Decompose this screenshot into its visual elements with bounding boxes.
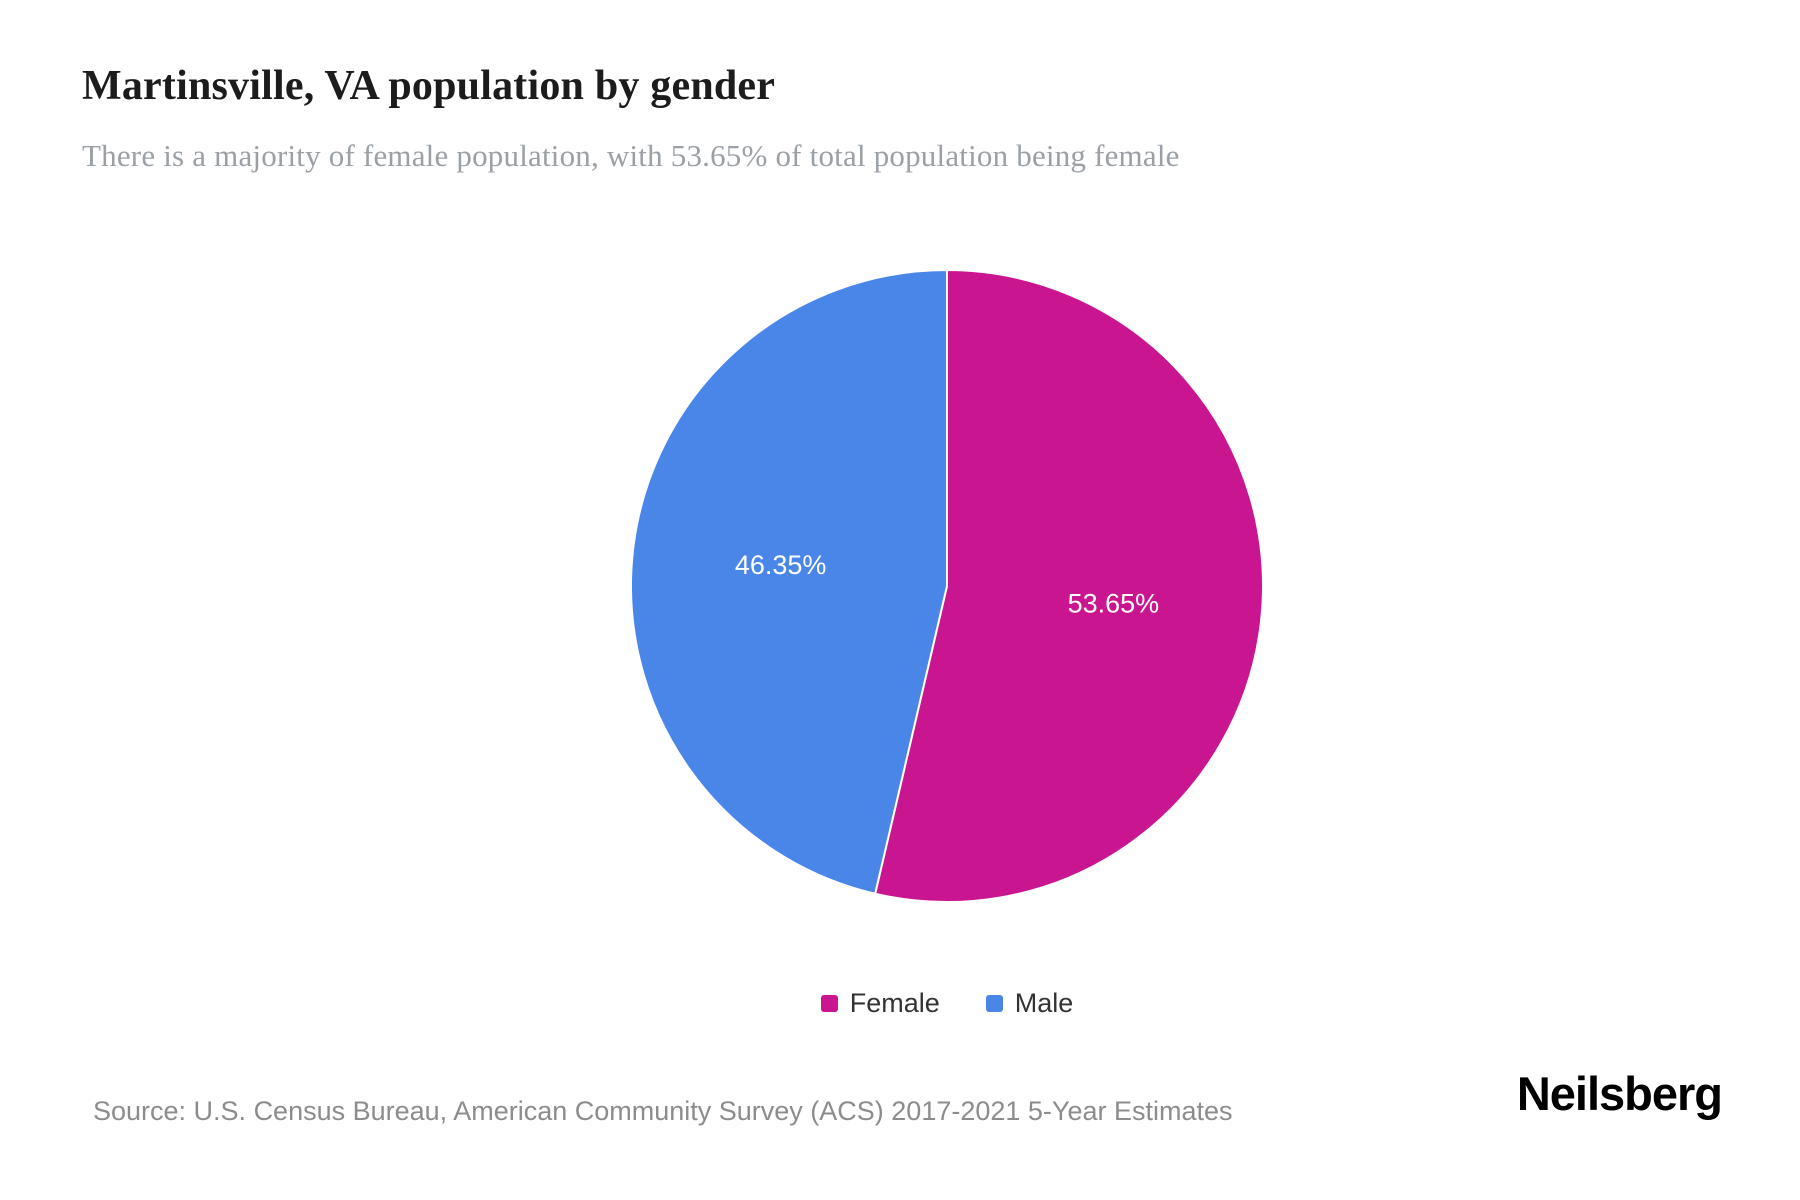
pie-svg: 53.65% 46.35% [629, 268, 1264, 903]
male-swatch-icon [985, 995, 1003, 1012]
source-attribution: Source: U.S. Census Bureau, American Com… [93, 1096, 1233, 1126]
pie-chart: 53.65% 46.35% [627, 266, 1267, 906]
pie-data-label-male: 46.35% [735, 550, 827, 580]
pie-data-label-female: 53.65% [1068, 588, 1160, 618]
neilsberg-logo: Neilsberg [1516, 1067, 1723, 1120]
legend-item-male[interactable]: Male [985, 988, 1074, 1019]
chart-title: Martinsville, VA population by gender [82, 63, 776, 109]
legend-item-female[interactable]: Female [820, 988, 940, 1019]
legend-label-male: Male [1014, 988, 1074, 1018]
pie-slice-male[interactable] [629, 268, 948, 895]
chart-legend: Female Male [627, 988, 1267, 1019]
pie-slice-female[interactable] [873, 268, 1264, 903]
female-swatch-icon [820, 995, 838, 1012]
legend-label-female: Female [849, 988, 940, 1018]
chart-subtitle: There is a majority of female population… [82, 138, 1180, 173]
